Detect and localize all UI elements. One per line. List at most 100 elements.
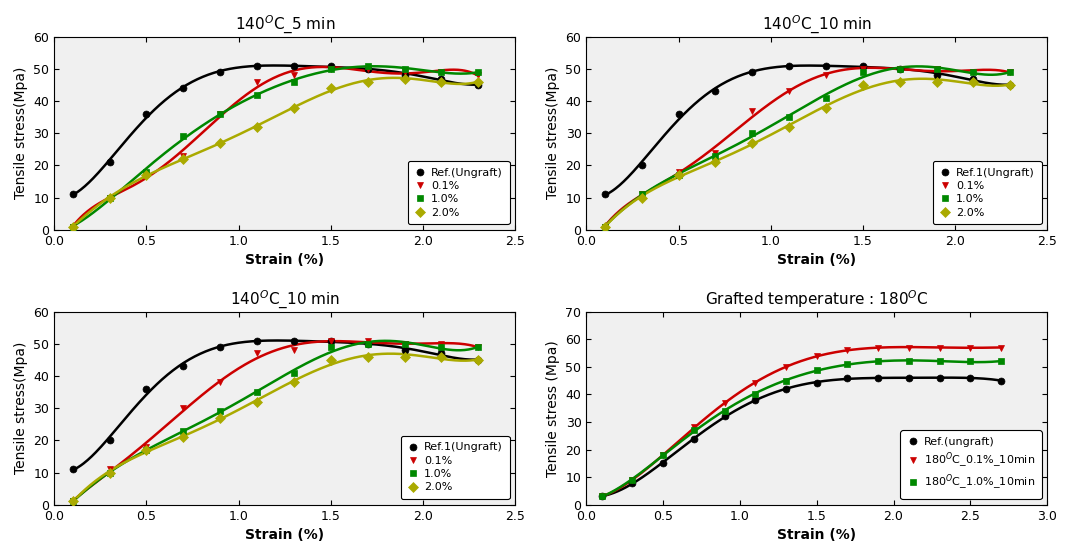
Title: 140$^O$C_5 min: 140$^O$C_5 min	[235, 14, 335, 36]
Ref.1(Ungraft)	[435, 350, 448, 357]
Ref.1(Ungraft)	[635, 162, 648, 169]
Line: Ref.(ungraft): Ref.(ungraft)	[599, 374, 1005, 500]
Ref.(ungraft)	[933, 375, 946, 381]
0.1%	[361, 337, 374, 344]
180$^O$C_0.1%_10min	[964, 344, 977, 351]
Line: 2.0%: 2.0%	[70, 353, 482, 505]
2.0%	[325, 356, 337, 363]
2.0%	[857, 82, 870, 88]
Ref.(ungraft)	[903, 375, 916, 381]
2.0%	[287, 379, 300, 386]
0.1%	[599, 223, 612, 230]
0.1%	[745, 107, 758, 114]
1.0%	[599, 223, 612, 230]
2.0%	[673, 172, 685, 178]
180$^O$C_1.0%_10min	[595, 493, 608, 500]
2.0%	[214, 414, 227, 421]
0.1%	[709, 149, 722, 156]
X-axis label: Strain (%): Strain (%)	[245, 253, 325, 267]
2.0%	[819, 104, 832, 111]
180$^O$C_0.1%_10min	[903, 344, 916, 351]
0.1%	[673, 168, 685, 175]
Ref.(Ungraft)	[398, 72, 411, 79]
Y-axis label: Tensile stress(Mpa): Tensile stress(Mpa)	[14, 342, 28, 474]
1.0%	[140, 168, 153, 175]
2.0%	[251, 123, 263, 130]
1.0%	[472, 344, 485, 350]
1.0%	[635, 191, 648, 198]
0.1%	[177, 405, 190, 411]
1.0%	[857, 69, 870, 76]
0.1%	[103, 194, 116, 201]
Ref.(Ungraft)	[66, 191, 79, 198]
180$^O$C_1.0%_10min	[625, 476, 638, 483]
Ref.1(Ungraft)	[709, 88, 722, 95]
Ref.1(Ungraft)	[967, 75, 980, 82]
Ref.1(Ungraft)	[673, 111, 685, 117]
1.0%	[745, 130, 758, 137]
2.0%	[361, 354, 374, 360]
2.0%	[103, 469, 116, 476]
Ref.(ungraft)	[811, 380, 824, 386]
Legend: Ref.(ungraft), 180$^O$C_0.1%_10min, 180$^O$C_1.0%_10min: Ref.(ungraft), 180$^O$C_0.1%_10min, 180$…	[901, 430, 1042, 499]
2.0%	[472, 356, 485, 363]
Title: Grafted temperature : 180$^O$C: Grafted temperature : 180$^O$C	[705, 288, 929, 310]
0.1%	[783, 88, 796, 95]
180$^O$C_0.1%_10min	[995, 344, 1008, 351]
X-axis label: Strain (%): Strain (%)	[778, 253, 857, 267]
1.0%	[325, 66, 337, 72]
1.0%	[66, 498, 79, 505]
Line: 1.0%: 1.0%	[601, 66, 1014, 230]
Ref.1(Ungraft)	[819, 62, 832, 69]
Ref.(ungraft)	[657, 460, 669, 466]
Ref.1(Ungraft)	[893, 66, 906, 72]
2.0%	[325, 85, 337, 92]
Line: 2.0%: 2.0%	[601, 78, 1014, 230]
1.0%	[103, 469, 116, 476]
1.0%	[673, 172, 685, 178]
Ref.1(Ungraft)	[177, 363, 190, 370]
Ref.1(Ungraft)	[251, 337, 263, 344]
1.0%	[435, 344, 448, 350]
180$^O$C_1.0%_10min	[657, 451, 669, 458]
Ref.1(Ungraft)	[1004, 82, 1016, 88]
2.0%	[1004, 82, 1016, 88]
180$^O$C_1.0%_10min	[841, 361, 854, 368]
0.1%	[857, 66, 870, 72]
180$^O$C_1.0%_10min	[811, 366, 824, 373]
Ref.1(Ungraft)	[745, 69, 758, 76]
Ref.(Ungraft)	[214, 69, 227, 76]
Ref.(Ungraft)	[140, 111, 153, 117]
Title: 140$^O$C_10 min: 140$^O$C_10 min	[761, 14, 872, 36]
180$^O$C_1.0%_10min	[688, 427, 700, 434]
1.0%	[435, 69, 448, 76]
0.1%	[140, 172, 153, 178]
Ref.1(Ungraft)	[930, 72, 942, 79]
2.0%	[435, 354, 448, 360]
Ref.(Ungraft)	[251, 62, 263, 69]
Line: Ref.1(Ungraft): Ref.1(Ungraft)	[601, 62, 1014, 198]
2.0%	[66, 498, 79, 505]
180$^O$C_1.0%_10min	[780, 378, 793, 384]
2.0%	[103, 194, 116, 201]
0.1%	[287, 347, 300, 354]
0.1%	[287, 72, 300, 79]
Y-axis label: Tensile stress(Mpa): Tensile stress(Mpa)	[14, 67, 28, 200]
Ref.(ungraft)	[625, 479, 638, 486]
Ref.1(Ungraft)	[214, 344, 227, 350]
0.1%	[214, 379, 227, 386]
0.1%	[251, 350, 263, 357]
Ref.(ungraft)	[964, 375, 977, 381]
0.1%	[361, 66, 374, 72]
Ref.(Ungraft)	[361, 66, 374, 72]
1.0%	[361, 340, 374, 347]
Line: 2.0%: 2.0%	[70, 75, 482, 230]
Ref.1(Ungraft)	[361, 340, 374, 347]
2.0%	[140, 446, 153, 453]
2.0%	[635, 194, 648, 201]
0.1%	[472, 72, 485, 79]
1.0%	[819, 95, 832, 101]
180$^O$C_1.0%_10min	[903, 358, 916, 365]
Ref.1(Ungraft)	[103, 437, 116, 444]
0.1%	[251, 78, 263, 85]
